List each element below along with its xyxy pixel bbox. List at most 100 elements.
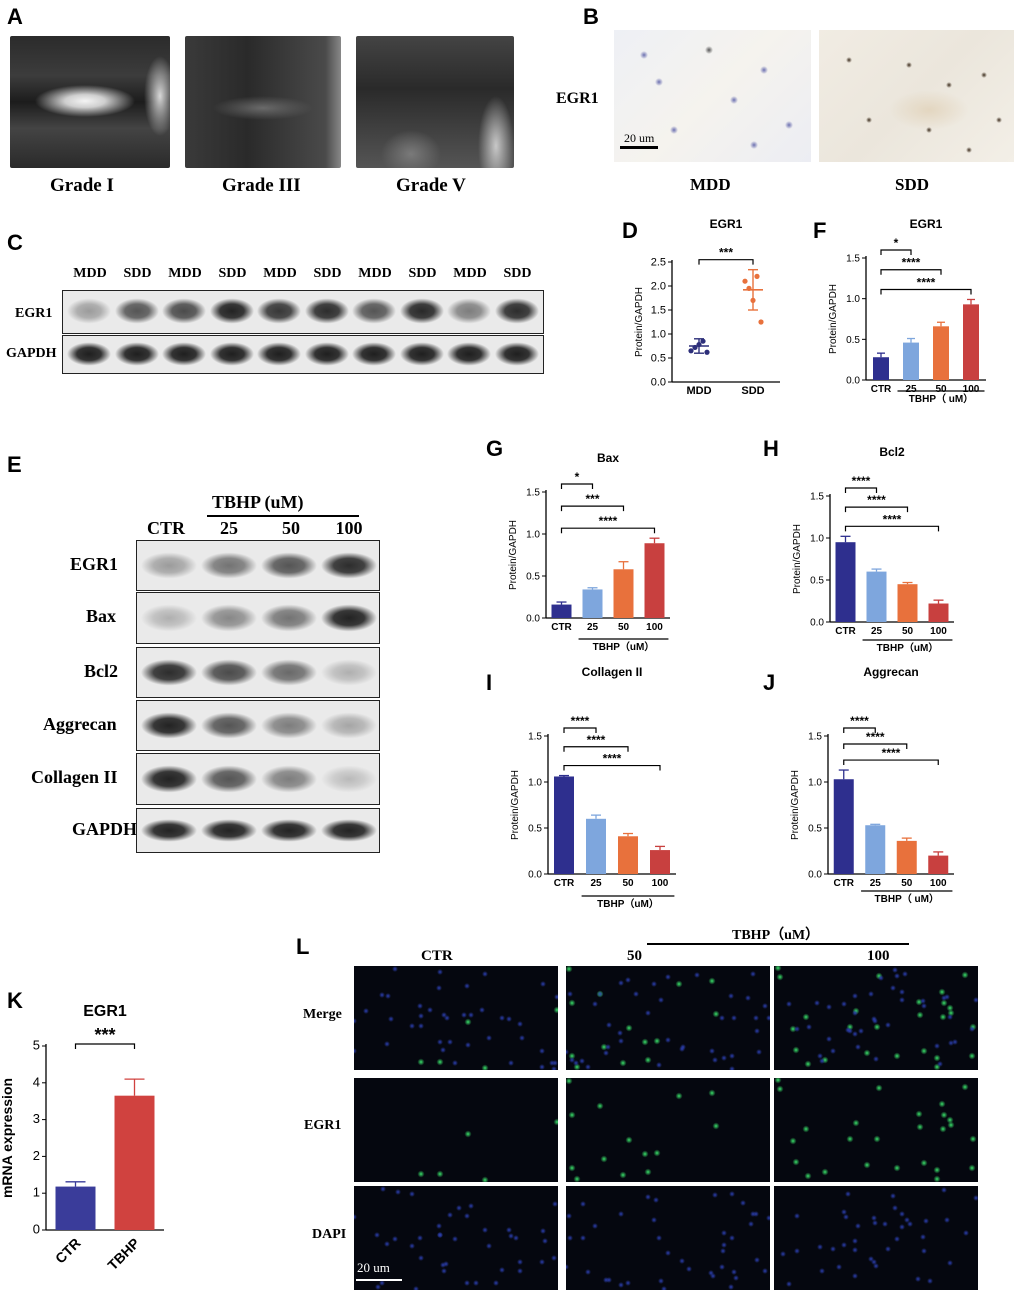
chart-bar (865, 825, 886, 874)
blot-e-lane-label: CTR (146, 518, 185, 538)
panel-letter-c: C (7, 230, 23, 255)
chart-xtick-label: CTR (833, 878, 854, 889)
blot-c-lane-label: SDD (123, 266, 152, 281)
chart-bar (586, 818, 606, 874)
blot-e-row-label: Aggrecan (43, 713, 117, 734)
chart-xtick-label: 100 (930, 878, 947, 889)
blot-c-band (399, 297, 444, 325)
chart-sig-bracket (698, 259, 754, 265)
blot-e-band (141, 657, 197, 688)
chart-xtick-label: 100 (963, 384, 980, 395)
blot-c-band (447, 341, 491, 367)
blot-c-band (304, 341, 349, 367)
chart-ytick-label: 0 (33, 1222, 40, 1237)
if-row-egr1: EGR1 (304, 1118, 342, 1133)
chart-ylabel: Protein/GAPDH (790, 770, 801, 840)
blot-c-band (162, 341, 206, 367)
chart-xtick-label: SDD (741, 385, 764, 397)
blot-e-lane-label: 50 (282, 518, 300, 538)
chart-group-label: TBHP（uM） (593, 640, 655, 653)
blot-c-band (114, 297, 159, 325)
chart-sig-bracket (563, 727, 597, 733)
chart-ytick-label: 0.5 (528, 824, 542, 835)
chart-xtick-label: 25 (870, 878, 882, 889)
blot-c-band (399, 341, 444, 367)
chart-xtick-label: CTR (52, 1235, 84, 1267)
chart-ytick-label: 1.5 (808, 732, 822, 743)
blot-c-band (352, 297, 396, 325)
chart-xtick-label: CTR (551, 622, 572, 633)
blot-e-band (321, 657, 377, 688)
chart-sig-bracket (563, 746, 629, 752)
chart-group-label: TBHP（ uM） (875, 892, 939, 905)
if-image (566, 1078, 770, 1182)
chart-ytick-label: 1.5 (810, 492, 824, 503)
blot-e-header: TBHP (uM) (212, 492, 304, 512)
chart-point (704, 349, 710, 355)
chart-bar (896, 840, 917, 874)
if-col-100: 100 (867, 948, 890, 964)
mri-label-grade-1: Grade I (50, 175, 114, 196)
chart-title: EGR1 (710, 217, 743, 231)
chart-xtick-label: 25 (871, 626, 883, 637)
blot-e-band (141, 764, 197, 794)
chart-bar (928, 855, 949, 874)
blot-e-band (201, 657, 257, 688)
panel-letter-h: H (763, 436, 779, 461)
blot-e-row-label: GAPDH (72, 818, 137, 839)
if-image (774, 1078, 978, 1182)
blot-e-band (201, 710, 257, 741)
blot-c-row-gapdh: GAPDH (6, 346, 57, 361)
chart-ytick-label: 0.5 (651, 353, 666, 365)
mri-image-grade-5 (356, 36, 514, 168)
blot-c-band (209, 341, 254, 367)
blot-c-band (352, 341, 396, 367)
chart-xtick-label: 100 (652, 878, 669, 889)
chart-ytick-label: 1.0 (810, 534, 824, 545)
chart-group-label: TBHP（ uM） (909, 392, 973, 405)
blot-e-band (321, 710, 377, 741)
chart-ylabel: Protein/GAPDH (510, 770, 521, 840)
chart-sig-label: *** (585, 492, 599, 506)
panel-letter-d: D (622, 218, 638, 243)
chart-sig-bracket (563, 764, 661, 771)
chart-bar (933, 326, 949, 380)
chart-ytick-label: 5 (33, 1038, 40, 1053)
blot-c-lane-label: MDD (73, 266, 107, 281)
chart-point (758, 319, 764, 325)
chart-xtick-label: CTR (835, 626, 856, 637)
chart-point (700, 338, 706, 344)
blot-e-band (201, 817, 257, 844)
blot-e-band (261, 817, 317, 844)
chart-xtick-label: 50 (901, 878, 913, 889)
if-image (774, 1186, 978, 1290)
chart-d: EGR1 Protein/GAPDH 0.0 0.5 1.0 1.5 2.0 2.5 MDD SD… (634, 217, 780, 397)
chart-ytick-label: 1.0 (808, 778, 822, 789)
mri-image-grade-3 (185, 36, 341, 168)
chart-ytick-label: 1.5 (528, 732, 542, 743)
blot-e-band (321, 764, 377, 794)
chart-group-label: TBHP（uM） (597, 897, 659, 910)
panel-letter-f: F (813, 218, 827, 243)
blot-e-lane-label: 25 (220, 518, 238, 538)
chart-bar (613, 569, 634, 618)
chart-ytick-label: 0.0 (808, 870, 822, 881)
chart-ylabel: Protein/GAPDH (792, 524, 803, 594)
chart-sig-label: **** (587, 733, 606, 747)
chart-sig-bracket (843, 759, 939, 766)
chart-bar (644, 543, 665, 618)
chart-sig-bracket (843, 743, 908, 750)
blot-e-band (261, 657, 317, 688)
if-row-dapi: DAPI (312, 1227, 347, 1242)
if-image (566, 966, 770, 1070)
ihc-image-mdd (614, 30, 811, 162)
chart-sig-bracket (843, 727, 876, 733)
blot-e-band (201, 550, 257, 581)
chart-ytick-label: 0.5 (526, 572, 540, 583)
chart-ytick-label: 2 (33, 1148, 40, 1163)
blot-e-band (321, 550, 377, 581)
blot-e-strip (136, 540, 380, 591)
chart-bar (835, 542, 856, 622)
chart-bar (866, 571, 887, 622)
